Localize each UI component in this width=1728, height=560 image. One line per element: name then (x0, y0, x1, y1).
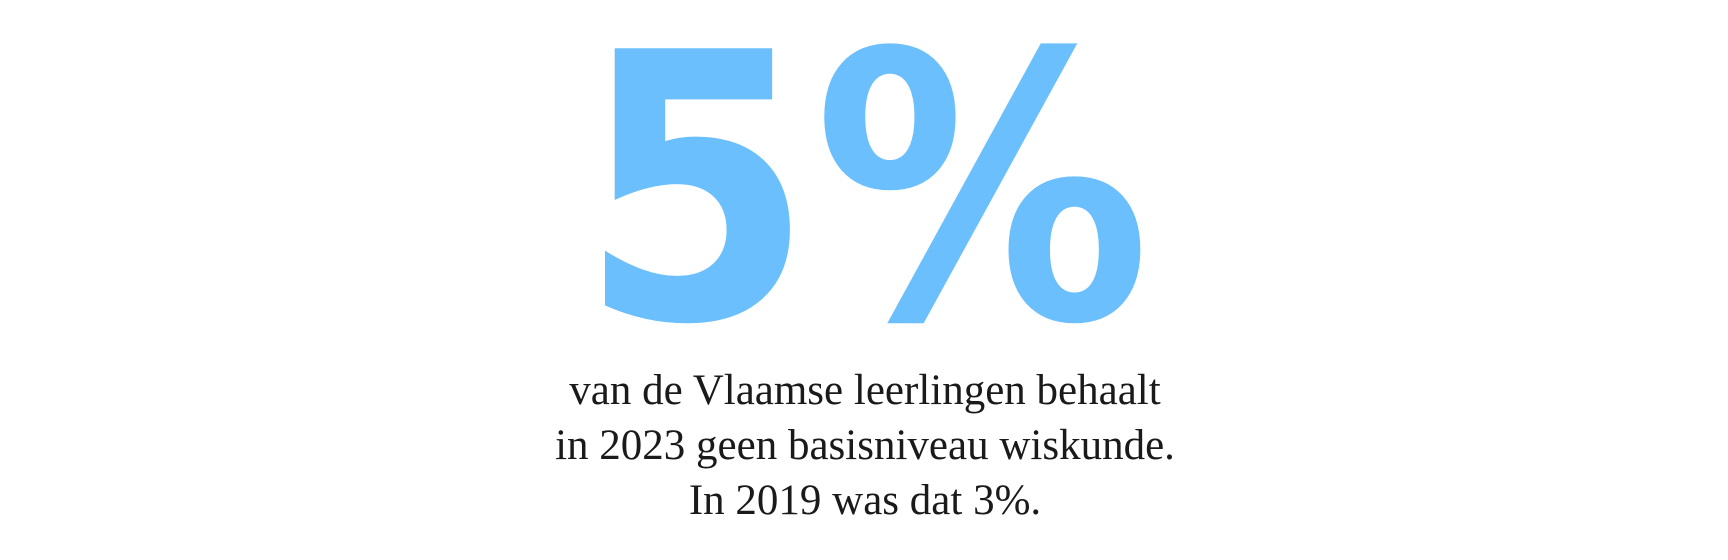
headline-figure: 5% (579, 0, 1151, 406)
caption-line: van de Vlaamse leerlingen behaalt (569, 367, 1160, 414)
caption-line: In 2019 was dat 3%. (689, 477, 1041, 524)
caption-line: in 2023 geen basisniveau wiskunde. (555, 422, 1175, 469)
